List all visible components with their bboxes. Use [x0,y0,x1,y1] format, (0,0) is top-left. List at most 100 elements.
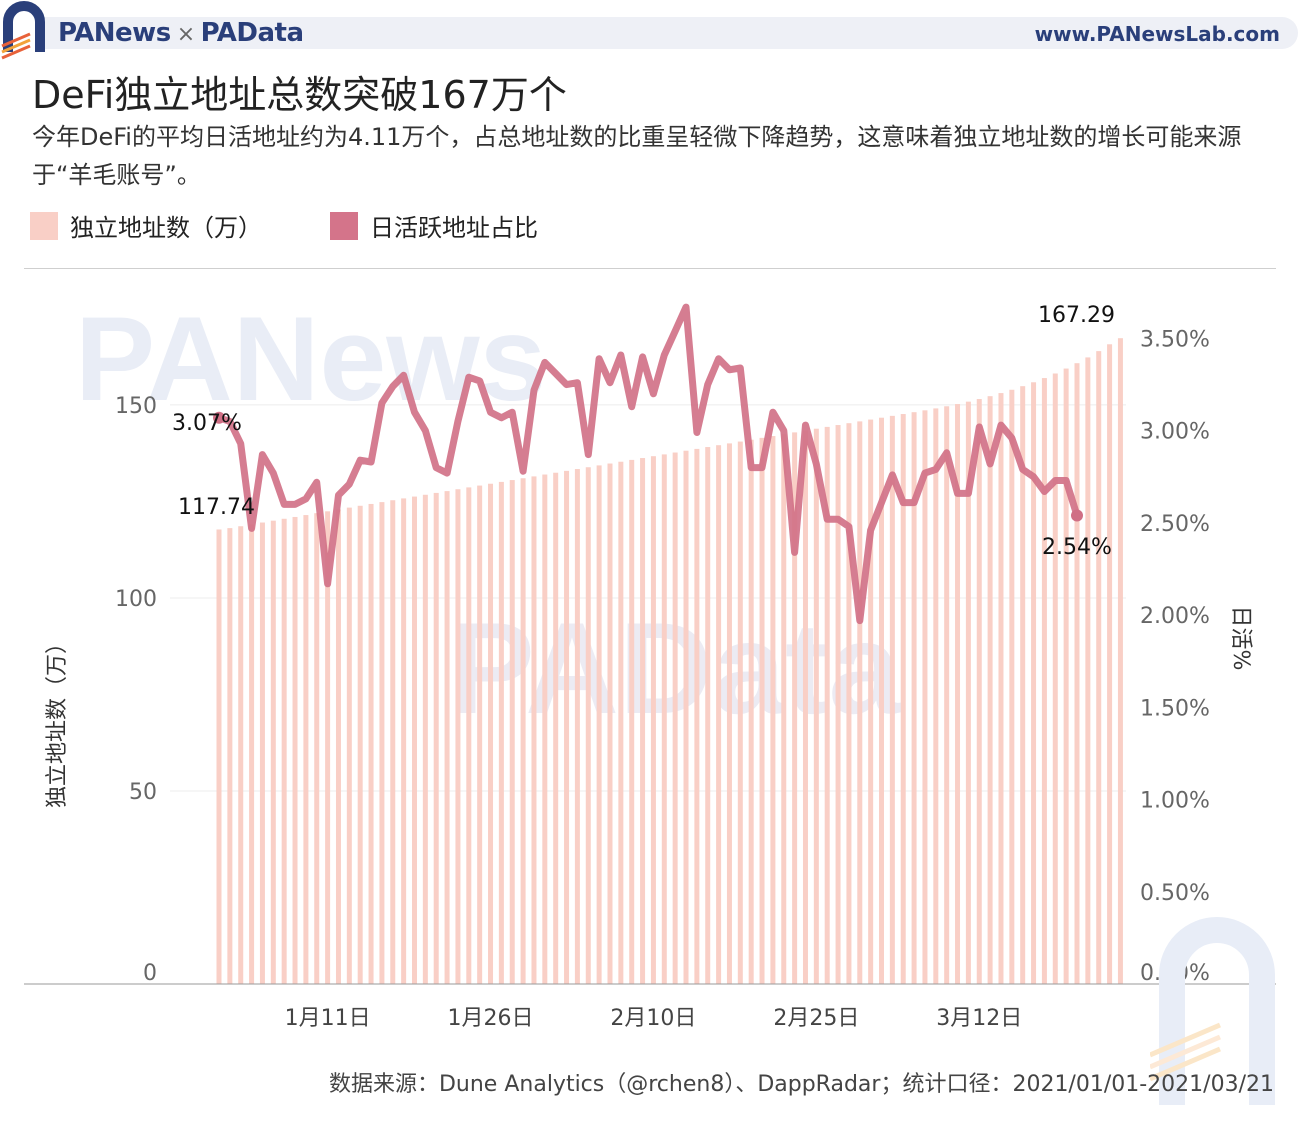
top-divider [24,268,1276,269]
bar [335,509,341,984]
bar [325,511,331,984]
legend-label: 独立地址数（万） [70,214,262,242]
line-series-active-ratio [215,303,1081,625]
site-url: www.PANewsLab.com [1034,22,1280,46]
bar [759,437,765,984]
bar [1096,351,1102,984]
bar [650,456,656,984]
bar [933,408,939,984]
bar [835,425,841,984]
bar [629,459,635,984]
bar [726,443,732,984]
bar [998,393,1004,984]
bar [1085,357,1091,984]
bar [444,491,450,984]
bar [618,461,624,985]
bar [368,503,374,984]
bar [488,483,494,984]
bar [270,520,276,984]
line-start-point [213,411,225,424]
bar [976,399,982,984]
bar [390,500,396,984]
bar [955,404,961,984]
bar [683,450,689,984]
bar-end-label: 167.29 [1038,303,1115,328]
chart-subtitle: 今年DeFi的平均日活地址约为4.11万个，占总地址数的比重呈轻微下降趋势，这意… [32,123,1242,189]
bar [1107,344,1113,984]
bar [401,498,407,984]
y-left-tick-label: 50 [129,780,157,805]
legend-item-addresses: 独立地址数（万） [30,208,262,243]
bar [792,432,798,984]
bar [965,401,971,985]
bar [716,445,722,984]
legend-item-active-ratio: 日活跃地址占比 [330,208,538,243]
bar [564,470,570,985]
bar [1074,363,1080,984]
y-right-tick-label: 2.50% [1140,512,1210,537]
data-source-note: 数据来源：Dune Analytics（@rchen8）、DappRadar；统… [328,1072,1274,1097]
y-right-axis-title: 日活% [1228,606,1253,671]
x-tick-label: 1月11日 [285,1006,371,1031]
bar [694,448,700,984]
bar [574,469,580,984]
bar [259,522,265,984]
x-tick-label: 3月12日 [936,1006,1022,1031]
legend-swatch-line [330,211,358,240]
panews-logo-icon [1,1,45,60]
bar [303,515,309,984]
bar [249,524,255,984]
bar [944,406,950,985]
bar [227,528,233,984]
bar [846,423,852,984]
header-bar: PANews × PAData www.PANewsLab.com [0,0,1300,62]
bar [640,458,646,984]
y-right-tick-label: 0.50% [1140,881,1210,906]
bar [1041,378,1047,984]
brand-title: PANews × PAData [58,18,304,48]
bar [596,465,602,984]
bar [466,487,472,984]
bar [1063,368,1069,984]
bar [422,494,428,984]
bar [1020,386,1026,985]
chart-area: PANewsPAData0501001500.00%0.50%1.00%1.50… [24,292,1276,1031]
bar [813,428,819,984]
y-left-tick-label: 100 [115,587,157,612]
y-left-tick-label: 0 [143,961,157,986]
bar [802,430,808,984]
bar [868,419,874,984]
legend-swatch-bars [30,211,58,240]
bar [661,454,667,984]
bar [922,410,928,984]
bar [585,467,591,984]
bar [292,516,298,984]
bar [737,441,743,984]
bar [433,492,439,984]
bar-start-label: 117.74 [178,495,255,520]
x-tick-label: 1月26日 [448,1006,534,1031]
y-right-tick-label: 3.00% [1140,420,1210,445]
bar [911,412,917,984]
bar [857,421,863,984]
bar [281,518,287,984]
line-end-point [1071,509,1083,522]
y-left-tick-label: 150 [115,394,157,419]
bar [1009,389,1015,984]
bar [379,502,385,984]
y-right-tick-label: 1.00% [1140,789,1210,814]
bar [520,478,526,984]
bar [357,505,363,984]
bar [498,481,504,984]
x-tick-label: 2月10日 [610,1006,696,1031]
bar [672,452,678,984]
bar [411,496,417,984]
header-strip [40,17,1298,49]
bar [1052,373,1058,984]
bar [770,436,776,984]
corner-logo-icon [1150,917,1275,1105]
bar [607,463,613,984]
y-left-axis-title: 独立地址数（万） [45,632,70,808]
bar [238,526,244,984]
y-right-tick-label: 1.50% [1140,696,1210,721]
